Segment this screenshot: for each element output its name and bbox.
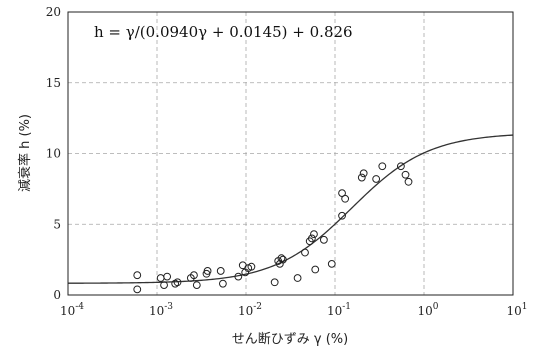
data-point (160, 281, 168, 289)
data-point (270, 278, 279, 287)
data-point (293, 274, 302, 282)
plot-frame (67, 11, 514, 296)
data-point (218, 279, 227, 288)
x-axis-label: せん断ひずみ γ (%) (232, 332, 348, 347)
x-tick-label: 10-1 (327, 302, 351, 318)
data-point (203, 267, 212, 275)
data-point (247, 262, 256, 271)
y-tick-label: 10 (46, 147, 61, 161)
data-point (396, 162, 405, 171)
data-point (192, 281, 201, 289)
data-point (173, 278, 182, 287)
data-point (190, 271, 198, 280)
grid-lines (68, 12, 513, 295)
fit-curve-layer (68, 134, 514, 284)
data-point (372, 175, 381, 183)
x-tick-label: 10-3 (149, 302, 173, 318)
data-point (378, 162, 387, 171)
data-point (359, 169, 368, 178)
x-tick-label: 10-4 (60, 302, 84, 318)
data-point (357, 173, 366, 182)
data-point (234, 272, 243, 281)
data-point (133, 271, 142, 280)
fit-curve (68, 134, 514, 284)
data-point (133, 285, 142, 294)
data-point (163, 272, 172, 281)
data-point (338, 211, 346, 220)
data-point (341, 194, 350, 203)
data-point (311, 265, 320, 274)
y-tick-label: 0 (53, 288, 61, 302)
x-tick-label: 10-2 (238, 302, 262, 318)
data-point (404, 177, 413, 186)
data-point (307, 234, 316, 243)
formula-annotation: h = γ/(0.0940γ + 0.0145) + 0.826 (94, 23, 353, 41)
y-tick-label: 5 (53, 217, 61, 231)
x-tick-label: 101 (506, 302, 527, 318)
data-point (156, 274, 165, 282)
data-point (310, 230, 318, 239)
data-point (279, 255, 287, 264)
y-tick-label: 20 (46, 5, 61, 19)
data-point (401, 170, 410, 179)
tick-labels: 0 5 10 15 20 10-4 10-3 10-2 10-1 100 101 (46, 5, 528, 318)
data-point (277, 254, 286, 263)
x-tick-label: 100 (417, 302, 438, 318)
data-point (327, 259, 336, 268)
y-tick-label: 15 (46, 76, 61, 90)
y-axis-label: 減衰率 h (%) (17, 114, 33, 192)
data-point (301, 248, 309, 257)
data-points (133, 162, 413, 294)
data-point (216, 267, 225, 275)
data-point (319, 235, 328, 244)
